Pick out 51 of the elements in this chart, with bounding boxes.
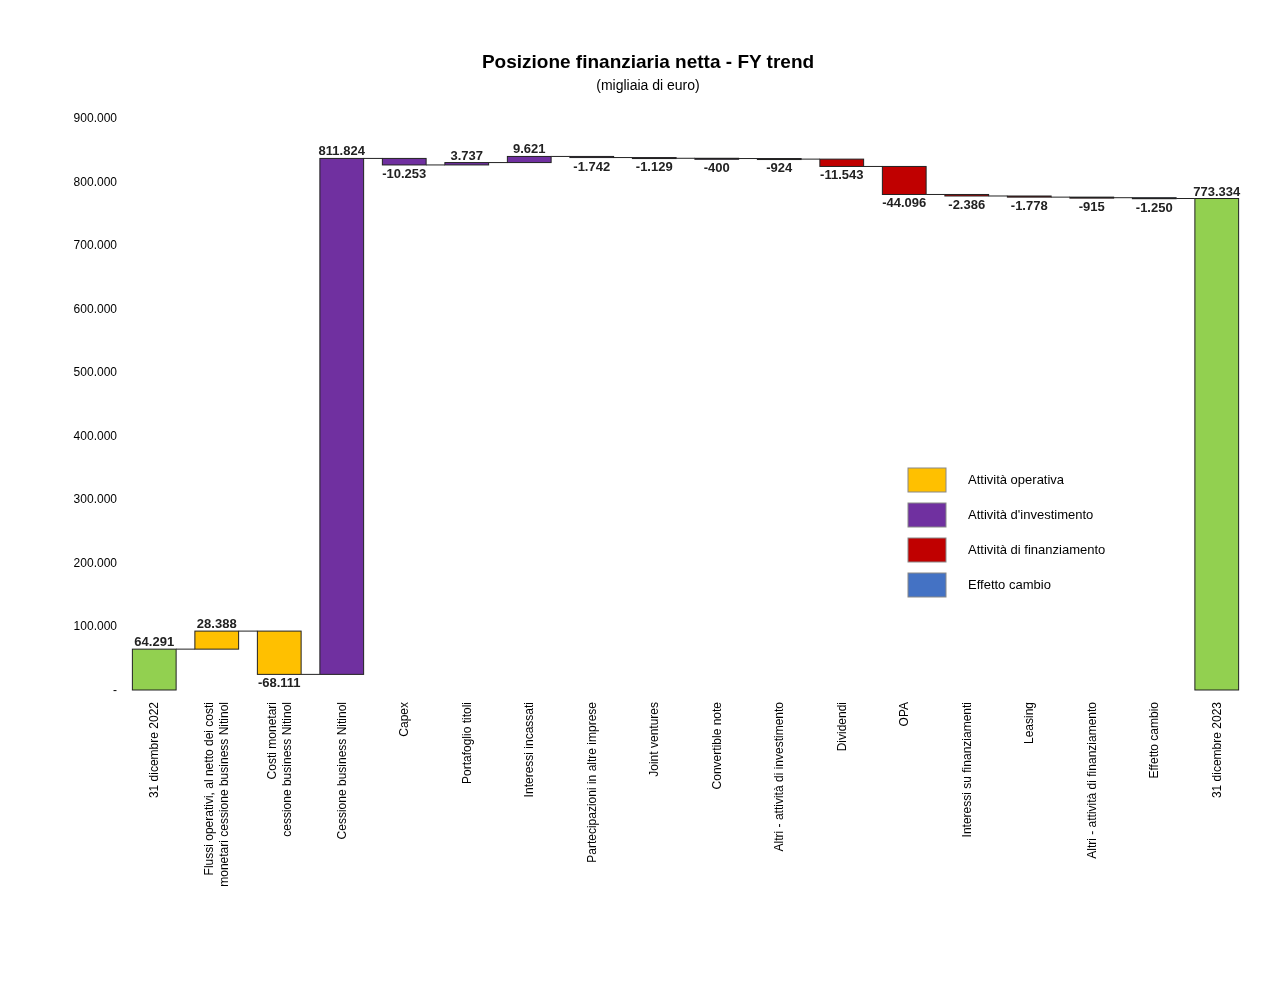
x-tick-label: OPA [897,702,912,727]
y-tick-label: - [113,683,117,697]
y-tick-label: 500.000 [73,365,118,380]
y-tick-label: 100.000 [73,619,118,634]
x-tick-label: Cessione business Nitinol [334,702,349,840]
y-tick-label: 700.000 [73,238,118,253]
data-label: -915 [1078,198,1105,214]
x-tick-label: Interessi incassati [522,702,537,798]
x-tick-label: Dividendi [834,702,849,752]
x-tick-label: Partecipazioni in altre imprese [584,701,599,863]
data-label: 811.824 [318,143,366,159]
legend-label: Attività di finanziamento [968,542,1106,557]
x-tick-label: Convertible note [709,701,724,790]
legend-label: Attività d'investimento [968,507,1094,522]
data-label: -924 [766,160,794,176]
x-tick-label: Joint ventures [647,702,662,777]
x-tick-label: Leasing [1022,702,1037,745]
data-label: 28.388 [196,616,237,632]
x-tick-label: Capex [397,702,412,737]
x-tick-label: Altri - attività di finanziamento [1084,701,1099,859]
data-label: 9.621 [512,141,546,157]
data-label: -1.250 [1135,199,1173,215]
data-label: 64.291 [134,634,175,650]
x-tick-label: Flussi operativi, al netto dei costi monetari cessione business Nitinol [202,702,232,887]
y-tick-label: 200.000 [73,555,118,570]
chart-subtitle: (migliaia di euro) [596,77,700,93]
y-tick-label: 300.000 [73,492,118,507]
chart-title: Posizione finanziaria netta - FY trend [481,51,815,72]
data-label: -2.386 [948,197,986,212]
data-label: 773.334 [1193,183,1242,199]
y-tick-label: 800.000 [73,174,118,189]
y-tick-label: 600.000 [73,301,118,316]
x-tick-label: Effetto cambio [1147,701,1162,779]
data-label: -1.129 [635,159,673,175]
x-tick-label: Altri - attività di investimento [772,701,787,852]
legend-label: Effetto cambio [968,577,1051,592]
y-tick-label: 900.000 [73,111,118,125]
data-label: -1.778 [1010,198,1048,214]
x-tick-label: 31 dicembre 2023 [1209,701,1224,799]
data-label: -11.543 [820,167,864,183]
data-label: 3.737 [450,147,484,163]
data-label: -10.253 [382,165,427,181]
data-label: -1.742 [573,158,611,174]
y-tick-label: 400.000 [73,428,118,443]
legend-label: Attività operativa [968,472,1065,487]
x-tick-label: 31 dicembre 2022 [147,701,162,799]
x-tick-label: Portafoglio titoli [459,702,474,785]
x-tick-label: Interessi su finanziamenti [959,702,974,838]
data-label: -68.111 [257,675,301,691]
data-label: -400 [703,159,730,175]
data-label: -44.096 [882,195,927,211]
